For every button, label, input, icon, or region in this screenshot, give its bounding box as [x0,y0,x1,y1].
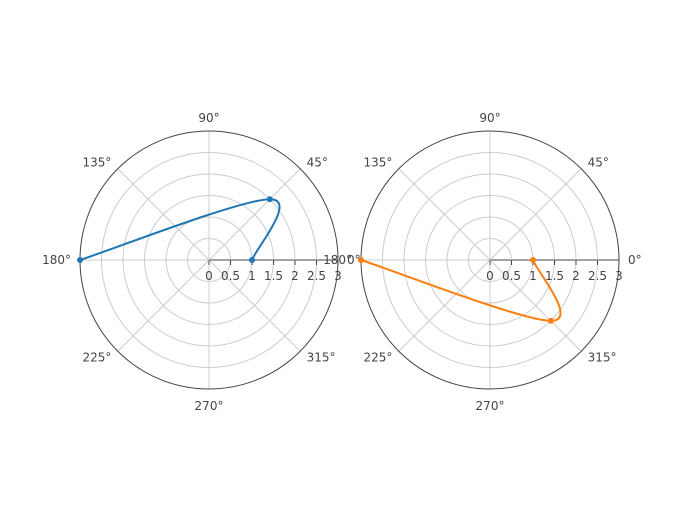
data-point[interactable] [249,257,255,263]
angular-tick-label-225: 225° [83,351,112,365]
data-point[interactable] [547,317,554,324]
data-point[interactable] [358,257,364,263]
radial-tick-label: 2 [291,269,299,283]
polar-chart-left: 0 0.5 1 1.5 2 2.5 3 0° 45° 90° 135° 180° 225° 270° 315… [42,111,361,413]
angular-tick-label-90: 90° [479,111,500,125]
angular-tick-label-315: 315° [588,351,617,365]
angular-tick-label-270: 270° [195,399,224,413]
angular-tick-label-135: 135° [83,155,112,169]
series-line [360,259,562,322]
angular-tick-label-45: 45° [588,155,609,169]
radial-tick-label: 0 [486,269,494,283]
angular-tick-label-315: 315° [307,351,336,365]
radial-tick-label: 2.5 [307,269,326,283]
radial-tick-label: 2 [572,269,580,283]
data-point[interactable] [77,257,83,263]
angular-tick-label-270: 270° [476,399,505,413]
angular-tick-label-90: 90° [198,111,219,125]
radial-tick-label: 1.5 [264,269,283,283]
radial-tick-label: 0 [205,269,213,283]
radial-tick-label: 0.5 [221,269,240,283]
radial-tick-label: 1.5 [545,269,564,283]
radial-tick-label: 0.5 [502,269,521,283]
radial-tick-label: 1 [529,269,537,283]
angular-tick-label-180: 180° [323,253,352,267]
angular-tick-label-45: 45° [307,155,328,169]
angular-tick-label-180: 180° [42,253,71,267]
polar-chart-right: 0 0.5 1 1.5 2 2.5 3 0° 45° 90° 135° 180° 225° 270° 315… [323,111,642,413]
angular-tick-label-135: 135° [364,155,393,169]
angular-tick-label-0: 0° [628,253,642,267]
series-line [79,198,281,261]
radial-tick-label: 3 [334,269,342,283]
radial-tick-label: 3 [615,269,623,283]
radial-tick-label: 1 [248,269,256,283]
angular-tick-label-225: 225° [364,351,393,365]
data-point[interactable] [530,257,536,263]
radial-tick-label: 2.5 [588,269,607,283]
data-point[interactable] [266,196,273,203]
angular-tick-label-0: 0° [347,253,361,267]
